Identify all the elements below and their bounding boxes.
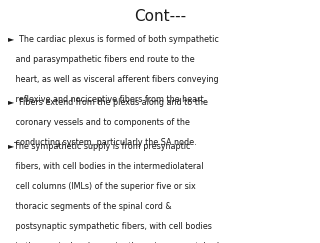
Text: in the cervical and superior thoracic paravertebral: in the cervical and superior thoracic pa… — [8, 242, 219, 243]
Text: ►  The cardiac plexus is formed of both sympathetic: ► The cardiac plexus is formed of both s… — [8, 35, 219, 44]
Text: Cont---: Cont--- — [134, 9, 186, 24]
Text: reflexive and nociceptive fibers from the heart.: reflexive and nociceptive fibers from th… — [8, 95, 206, 104]
Text: ►  Fibers extend from the plexus along and to the: ► Fibers extend from the plexus along an… — [8, 98, 208, 107]
Text: heart, as well as visceral afferent fibers conveying: heart, as well as visceral afferent fibe… — [8, 75, 219, 84]
Text: thoracic segments of the spinal cord &: thoracic segments of the spinal cord & — [8, 202, 172, 211]
Text: and parasympathetic fibers end route to the: and parasympathetic fibers end route to … — [8, 55, 195, 64]
Text: ►The sympathetic supply is from presynaptic: ►The sympathetic supply is from presynap… — [8, 142, 190, 151]
Text: cell columns (IMLs) of the superior five or six: cell columns (IMLs) of the superior five… — [8, 182, 196, 191]
Text: conducting system, particularly the SA node.: conducting system, particularly the SA n… — [8, 138, 196, 147]
Text: fibers, with cell bodies in the intermediolateral: fibers, with cell bodies in the intermed… — [8, 162, 204, 171]
Text: coronary vessels and to components of the: coronary vessels and to components of th… — [8, 118, 190, 127]
Text: postsynaptic sympathetic fibers, with cell bodies: postsynaptic sympathetic fibers, with ce… — [8, 222, 212, 231]
